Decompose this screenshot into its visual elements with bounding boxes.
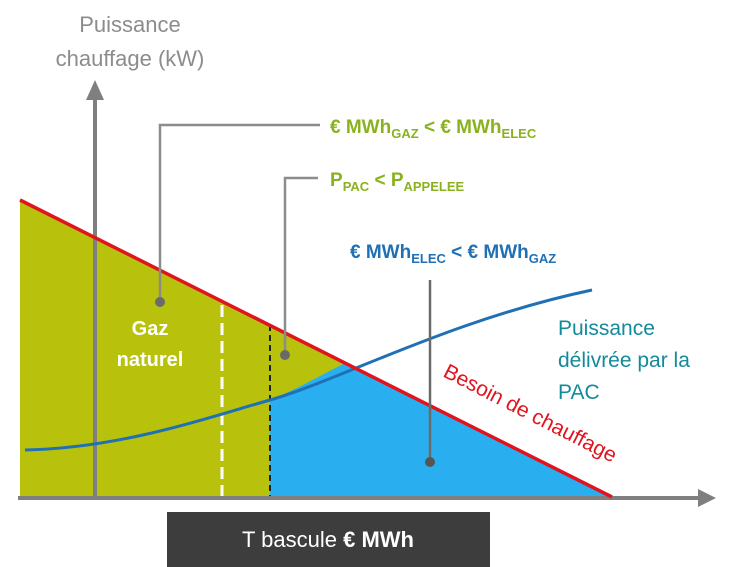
leader-dot <box>155 297 165 307</box>
annotation-subscript: APPELEE <box>404 179 465 194</box>
annotation-text: < € MWh <box>446 242 529 263</box>
annotation-subscript: ELEC <box>502 126 537 141</box>
annotation-text: P <box>330 170 343 191</box>
y-axis-arrow <box>86 80 104 100</box>
x-axis-arrow <box>698 489 716 507</box>
leader-dot <box>425 457 435 467</box>
y-axis-label: chauffage (kW) <box>56 46 205 71</box>
footer-text: T bascule € MWh <box>242 527 414 552</box>
annotation-text: < P <box>369 170 404 191</box>
annotation-subscript: PAC <box>343 179 370 194</box>
annotation-text: € MWh <box>350 242 411 263</box>
annotation-subscript: ELEC <box>411 251 446 266</box>
heat-pump-label: Puissance <box>558 317 655 340</box>
footer-bold: € MWh <box>343 527 414 552</box>
gas-zone-label: Gaz <box>132 318 169 340</box>
annotation-text: € MWh <box>330 117 391 138</box>
heat-pump-zone <box>270 363 612 497</box>
annotation-elec-cheaper: € MWhELEC < € MWhGAZ <box>350 242 556 266</box>
annotation-power: PPAC < PAPPELEE <box>330 170 465 194</box>
leader-dot <box>280 350 290 360</box>
footer-plain: T bascule <box>242 527 343 552</box>
annotation-subscript: GAZ <box>391 126 419 141</box>
heating-need-line <box>19 198 613 499</box>
leader-line <box>283 176 318 355</box>
heat-pump-curve <box>24 288 593 452</box>
y-axis-label: Puissance <box>79 12 181 37</box>
heat-pump-label: délivrée par la <box>558 349 690 372</box>
annotation-gas-cheaper: € MWhGAZ < € MWhELEC <box>330 117 537 141</box>
heat-pump-label: PAC <box>558 381 600 404</box>
gas-zone <box>20 200 345 497</box>
annotation-text: < € MWh <box>419 117 502 138</box>
gas-zone-label: naturel <box>117 349 184 371</box>
footer-box <box>167 512 490 567</box>
leader-line <box>158 123 320 300</box>
annotation-subscript: GAZ <box>529 251 557 266</box>
